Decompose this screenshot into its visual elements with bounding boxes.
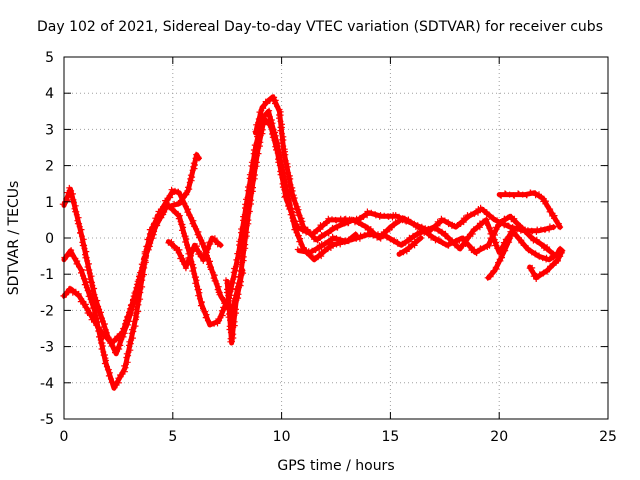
x-tick-label: 10 (273, 429, 291, 445)
series-line (496, 190, 563, 230)
series-markers (526, 247, 566, 282)
x-tick-label: 5 (168, 429, 177, 445)
series-markers (165, 235, 224, 272)
series-markers (223, 267, 247, 345)
series-markers (60, 151, 202, 346)
y-tick-label: -2 (40, 303, 54, 319)
series-track-5 (165, 235, 224, 272)
series-track-3 (60, 151, 202, 346)
y-tick-label: -1 (40, 267, 54, 283)
x-tick-label: 20 (490, 429, 508, 445)
series-track-2 (61, 107, 564, 391)
series-markers (497, 189, 564, 231)
y-tick-label: 3 (45, 122, 54, 138)
axis-ticks (63, 56, 609, 420)
y-tick-label: -4 (40, 376, 54, 392)
data-series (59, 94, 566, 391)
series-markers (396, 235, 424, 257)
y-tick-labels: -5 -4 -3 -2 -1 0 1 2 3 4 5 (40, 50, 54, 428)
series-markers (61, 107, 564, 391)
series-markers (484, 235, 514, 281)
y-tick-label: -5 (40, 412, 54, 428)
chart-title: Day 102 of 2021, Sidereal Day-to-day VTE… (37, 19, 603, 35)
series-markers (294, 231, 359, 256)
y-tick-label: -3 (40, 340, 54, 356)
series-track-7 (396, 235, 424, 257)
y-axis-label: SDTVAR / TECUs (6, 181, 22, 296)
series-track-6 (294, 231, 359, 256)
x-tick-label: 15 (381, 429, 399, 445)
series-track-9 (496, 189, 564, 231)
x-tick-labels: 0 5 10 15 20 25 (60, 429, 617, 445)
series-track-4 (252, 94, 564, 260)
y-tick-label: 1 (45, 195, 54, 211)
series-track-8 (484, 235, 514, 281)
series-track-10 (526, 247, 566, 282)
y-tick-label: 5 (45, 50, 54, 66)
y-tick-label: 2 (45, 159, 54, 175)
x-axis-label: GPS time / hours (277, 458, 394, 474)
x-tick-label: 25 (599, 429, 617, 445)
series-track-11 (223, 267, 247, 346)
y-tick-label: 4 (45, 86, 54, 102)
x-tick-label: 0 (60, 429, 69, 445)
series-markers (252, 94, 564, 260)
y-tick-label: 0 (45, 231, 54, 247)
